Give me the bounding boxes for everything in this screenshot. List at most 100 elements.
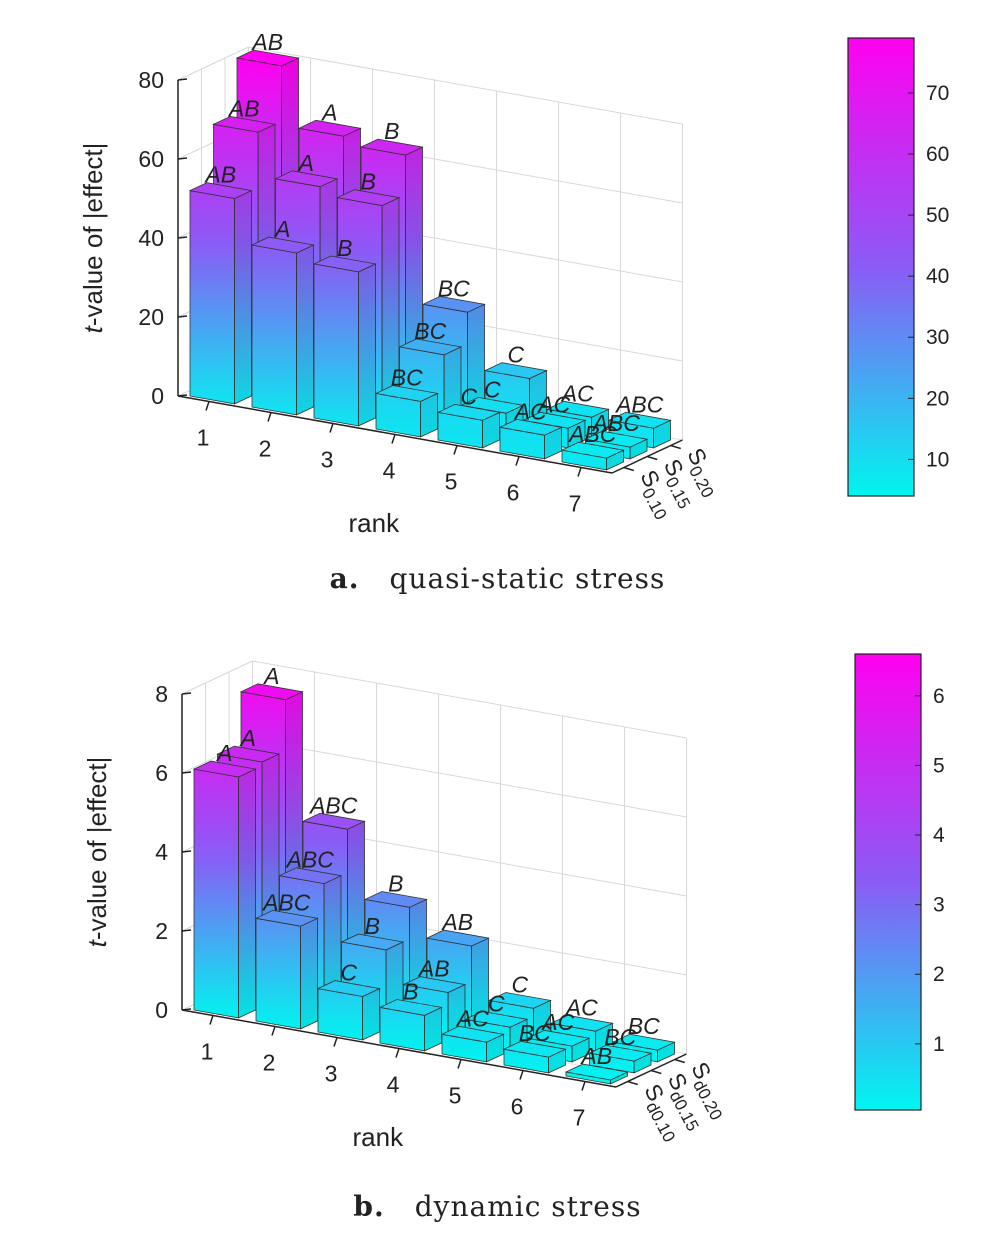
colorbar-tick-label: 5 — [933, 754, 945, 777]
bar — [588, 1044, 653, 1074]
bar-top — [588, 1044, 653, 1062]
colorbar-tick-label: 70 — [926, 82, 949, 105]
colorbar-tick-label: 30 — [926, 326, 949, 349]
x-tick-label: 2 — [263, 1050, 276, 1076]
z-tick-label: 4 — [155, 839, 168, 865]
bar-label: BC — [604, 1024, 636, 1050]
x-tick-label: 6 — [511, 1094, 524, 1120]
bar-top — [192, 760, 257, 778]
colorbar-tick-label: 4 — [933, 824, 945, 847]
bar-label: AB — [579, 1043, 612, 1069]
bar-top — [363, 891, 428, 908]
bar — [312, 255, 377, 427]
bar-label: BC — [628, 1013, 660, 1039]
bar-top — [235, 49, 300, 67]
bar-top — [278, 867, 343, 885]
bar-side-shade — [548, 1049, 566, 1073]
x-tick — [329, 423, 334, 433]
bar-top — [560, 441, 625, 459]
bar-side-shade — [238, 769, 256, 1018]
colorbar-tick-label: 3 — [933, 894, 945, 917]
bar-side-shade — [595, 1023, 613, 1051]
colorbar-tick-label: 2 — [933, 963, 945, 986]
bar-side-shade — [606, 450, 624, 470]
caption-letter: a. — [329, 562, 360, 595]
bar-top — [250, 236, 315, 254]
bar-label: ABC — [285, 847, 335, 873]
bar-side-shade — [533, 1000, 551, 1040]
bar-top — [316, 980, 381, 997]
x-tick-label: 1 — [197, 425, 210, 451]
bar — [254, 909, 319, 1030]
bar-label: B — [388, 870, 403, 896]
bar-side-shade — [358, 263, 376, 426]
bar-side-shade — [486, 1034, 504, 1062]
bar-label: BC — [438, 275, 470, 301]
y-tick — [651, 1069, 662, 1075]
bar-label: A — [273, 216, 290, 242]
bar-side-shade — [448, 984, 465, 1040]
bar-label: AC — [560, 380, 594, 406]
y-tick — [627, 1080, 638, 1086]
x-axis-label: rank — [353, 1122, 405, 1152]
bar-top — [483, 362, 548, 379]
bar-top — [216, 745, 281, 763]
x-tick-label: 3 — [325, 1061, 338, 1087]
bar-label: AB — [203, 162, 236, 188]
bar-label: AB — [440, 909, 473, 935]
bar-label: C — [507, 342, 524, 368]
bar-side-shade — [234, 190, 252, 404]
x-tick — [457, 1059, 462, 1069]
x-tick-label: 6 — [507, 480, 520, 506]
bar-side-shade — [544, 427, 562, 459]
z-tick-label: 0 — [155, 997, 168, 1023]
bar-top — [359, 138, 424, 156]
z-tick — [177, 394, 188, 397]
bar-label: B — [361, 169, 376, 195]
bar-front — [255, 917, 302, 1030]
bar-top — [564, 1063, 629, 1081]
x-tick-label: 7 — [573, 1105, 586, 1131]
bar-label: AC — [564, 994, 598, 1020]
caption-b: b. dynamic stress — [0, 1190, 995, 1223]
bar-side-shade — [634, 1053, 651, 1073]
z-tick — [181, 1008, 192, 1011]
bar-label: AC — [536, 391, 570, 417]
x-axis-label: rank — [349, 508, 401, 538]
bar — [564, 1063, 629, 1085]
bar-side-shade — [362, 988, 380, 1040]
bar-label: C — [340, 960, 357, 986]
z-tick — [181, 929, 192, 932]
x-tick — [581, 1081, 586, 1091]
bar-top — [336, 189, 401, 207]
x-tick-label: 3 — [321, 447, 334, 473]
bar-top — [498, 418, 563, 436]
bar-front — [193, 768, 240, 1019]
bar-label: A — [320, 99, 337, 125]
bar-top — [549, 1014, 614, 1032]
bar — [316, 980, 381, 1041]
x-tick — [515, 456, 520, 466]
bar — [436, 403, 501, 449]
bar-top — [212, 115, 277, 133]
x-tick — [577, 467, 582, 477]
x-tick — [391, 434, 396, 444]
x-tick — [333, 1037, 338, 1047]
caption-text: quasi-static stress — [389, 562, 666, 595]
bar-side-shade — [296, 245, 314, 415]
bar-top — [301, 812, 366, 830]
bar-label: AC — [513, 398, 547, 424]
bar-label: C — [488, 990, 505, 1016]
bar-top — [487, 992, 552, 1009]
bar-side-shade — [653, 420, 671, 448]
grid-line — [248, 46, 683, 125]
bar-label: BC — [391, 364, 423, 390]
bar-top — [440, 1025, 505, 1043]
bar-top — [502, 1040, 567, 1058]
bar-top — [584, 430, 649, 448]
bar-top — [464, 1010, 529, 1028]
x-tick-label: 5 — [445, 469, 458, 495]
bar — [250, 236, 315, 416]
